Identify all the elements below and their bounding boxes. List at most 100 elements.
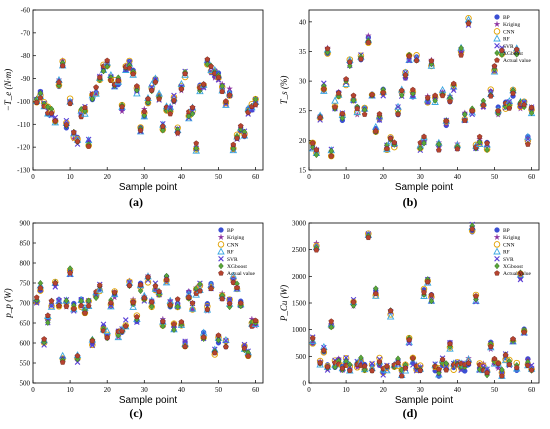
data-point-svr <box>406 57 412 64</box>
data-point-xgboost <box>197 280 203 288</box>
data-point-actual-value <box>33 99 40 105</box>
data-point-actual-value <box>395 111 401 117</box>
data-point-actual-value <box>395 359 401 366</box>
data-point-actual-value <box>450 80 457 87</box>
data-point-svr <box>48 302 55 309</box>
data-point-xgboost <box>93 294 99 302</box>
x-axis-label: Sample point <box>119 395 178 406</box>
data-point-actual-value <box>510 336 516 342</box>
data-point-actual-value <box>369 367 375 374</box>
data-point-actual-value <box>200 334 207 340</box>
data-point-xgboost <box>115 331 122 339</box>
data-point-svr <box>376 117 383 123</box>
data-point-xgboost <box>410 90 416 97</box>
data-point-actual-value <box>335 90 342 96</box>
data-point-actual-value <box>432 92 438 98</box>
data-point-actual-value <box>33 294 40 300</box>
data-point-actual-value <box>137 281 144 288</box>
legend-marker <box>494 270 500 276</box>
data-point-actual-value <box>48 298 55 304</box>
data-point-actual-value <box>510 90 516 96</box>
data-point-rf <box>81 109 89 117</box>
data-point-actual-value <box>321 347 327 353</box>
data-point-actual-value <box>343 76 349 82</box>
y-tick-label: -90 <box>21 75 31 83</box>
data-point-actual-value <box>443 118 450 124</box>
data-point-actual-value <box>174 129 181 136</box>
data-point-actual-value <box>465 360 472 366</box>
panel-label: (b) <box>403 195 418 209</box>
data-point-actual-value <box>78 302 85 309</box>
y-tick-label: -60 <box>21 7 31 15</box>
data-point-actual-value <box>189 300 196 306</box>
x-tick-label: 50 <box>491 173 499 181</box>
data-point-xgboost <box>443 360 449 367</box>
data-point-rf <box>386 312 395 320</box>
data-point-actual-value <box>167 301 174 308</box>
data-point-xgboost <box>230 145 237 152</box>
data-point-actual-value <box>439 356 446 362</box>
data-point-actual-value <box>372 290 379 297</box>
data-point-actual-value <box>521 329 527 335</box>
legend-label: BP <box>503 228 510 234</box>
data-point-actual-value <box>413 57 420 63</box>
data-point-actual-value <box>52 117 59 124</box>
data-point-actual-value <box>163 276 170 282</box>
data-point-actual-value <box>436 147 442 153</box>
data-point-actual-value <box>59 359 66 365</box>
y-tick-label: -120 <box>17 144 30 152</box>
data-point-actual-value <box>108 299 114 306</box>
data-point-xgboost <box>347 361 353 368</box>
data-point-actual-value <box>178 86 185 92</box>
data-point-xgboost <box>417 145 424 152</box>
data-point-actual-value <box>372 128 379 134</box>
data-point-actual-value <box>96 282 103 288</box>
data-point-actual-value <box>182 343 188 349</box>
scatter-points <box>308 221 536 379</box>
data-point-xgboost <box>160 322 166 330</box>
data-point-actual-value <box>347 367 353 373</box>
data-point-actual-value <box>134 83 140 89</box>
data-point-xgboost <box>160 127 166 134</box>
data-point-kriging <box>494 364 502 372</box>
data-point-actual-value <box>313 247 320 253</box>
data-point-actual-value <box>421 133 427 139</box>
y-tick-label: 700 <box>20 300 31 308</box>
data-point-actual-value <box>104 334 110 341</box>
data-point-actual-value <box>141 294 148 301</box>
data-point-actual-value <box>67 100 73 106</box>
data-point-actual-value <box>189 104 196 110</box>
y-tick-label: -110 <box>17 121 30 129</box>
data-point-actual-value <box>309 140 316 146</box>
data-point-actual-value <box>59 62 66 69</box>
data-point-actual-value <box>122 323 129 329</box>
legend-label: SVR <box>503 44 514 50</box>
data-point-actual-value <box>469 107 476 114</box>
data-point-actual-value <box>152 79 159 85</box>
data-point-actual-value <box>211 349 218 356</box>
data-point-rf <box>107 302 115 310</box>
data-point-actual-value <box>241 132 248 139</box>
data-point-actual-value <box>502 352 509 358</box>
y-axis-label: T_s (%) <box>279 76 289 105</box>
x-tick-label: 0 <box>307 173 311 181</box>
data-point-kriging <box>92 90 100 97</box>
data-point-svr <box>85 136 92 143</box>
data-point-actual-value <box>85 302 92 309</box>
data-point-xgboost <box>339 114 346 122</box>
data-point-actual-value <box>358 56 364 62</box>
data-point-actual-value <box>380 89 386 96</box>
data-point-actual-value <box>193 140 200 146</box>
legend-label: Kriging <box>503 22 520 28</box>
data-point-xgboost <box>148 303 155 311</box>
data-point-actual-value <box>215 332 222 338</box>
data-point-actual-value <box>428 57 435 64</box>
data-point-actual-value <box>119 103 125 110</box>
panel-label: (c) <box>129 406 142 420</box>
data-point-actual-value <box>484 140 490 146</box>
data-point-actual-value <box>410 355 416 361</box>
data-point-actual-value <box>71 129 77 135</box>
data-point-actual-value <box>447 340 453 347</box>
data-point-actual-value <box>67 270 73 276</box>
